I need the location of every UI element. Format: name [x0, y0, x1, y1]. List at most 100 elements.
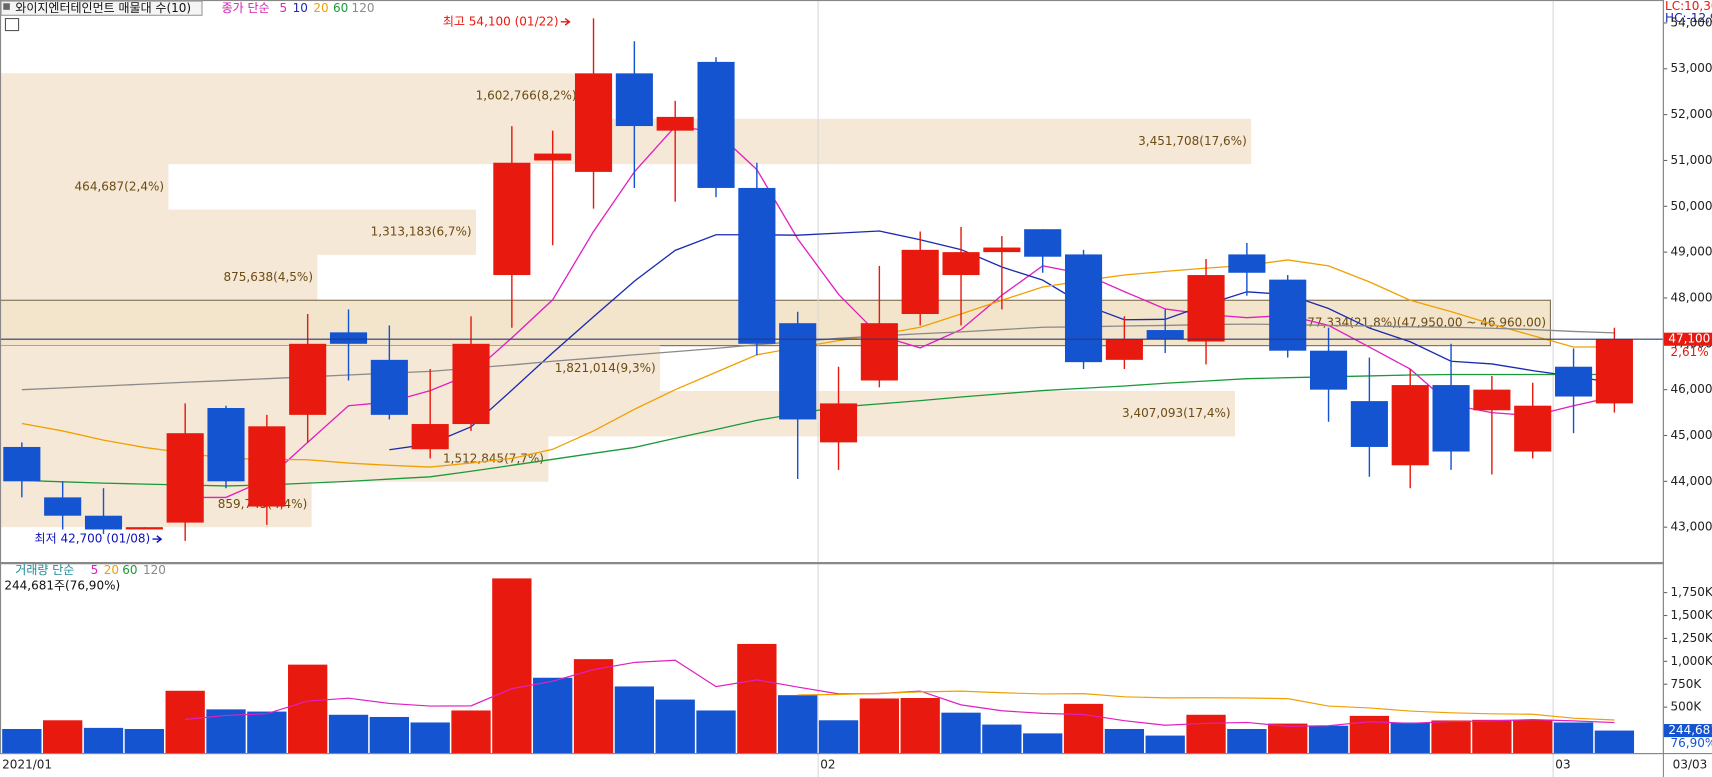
candle-body: [1554, 366, 1593, 397]
volume-profile-label: 1,602,766(8,2%): [476, 89, 577, 103]
volume-bar: [369, 716, 410, 753]
annotation: 최고 54,100 (01/22): [443, 14, 559, 28]
volume-status: 244,681주(76,90%): [4, 579, 120, 593]
ma-legend-entry: 120: [352, 1, 375, 15]
settings-icon[interactable]: [4, 18, 20, 32]
lc-label: LC:10,30: [1665, 0, 1712, 13]
candle-body: [574, 73, 613, 172]
annotation-arrow: [560, 17, 571, 26]
candle-body: [1350, 401, 1388, 447]
candle-body: [1146, 330, 1184, 340]
x-tick-label: 02: [820, 757, 835, 771]
y-tick-label: 52,000: [1671, 107, 1712, 121]
ma-legend-entry: 10: [293, 1, 308, 15]
volume-bar: [1104, 728, 1145, 753]
volume-bar: [1513, 719, 1553, 753]
volume-profile-band: [0, 254, 318, 301]
volume-bar: [247, 711, 287, 753]
candle-body: [1432, 385, 1470, 452]
candle-body: [1309, 350, 1348, 390]
y-tick-label: 500K: [1671, 700, 1703, 714]
volume-bar: [1268, 723, 1308, 753]
y-tick-label: 43,000: [1671, 520, 1712, 534]
y-tick-label: 1,250K: [1671, 631, 1712, 645]
last-volume-pct: 76,90%: [1671, 736, 1712, 750]
volume-profile-label: 3,407,093(17,4%): [1122, 406, 1231, 420]
last-price-label: 47,100: [1668, 332, 1710, 346]
volume-bar: [492, 578, 532, 753]
candle-body: [125, 527, 163, 530]
volume-bar: [533, 677, 573, 753]
candle-body: [44, 497, 82, 516]
candle-body: [1024, 229, 1062, 257]
candle-body: [289, 343, 327, 415]
candle-body: [3, 446, 41, 482]
y-tick-label: 48,000: [1671, 290, 1712, 304]
volume-ma-legend-entry: 60: [122, 563, 137, 577]
volume-bar: [2, 728, 42, 753]
ma-line: [185, 125, 1615, 499]
volume-bar: [1308, 725, 1349, 753]
ma-legend-entry: 5: [280, 1, 288, 15]
candle-body: [329, 332, 368, 344]
volume-ma-legend-entry: 5: [91, 563, 99, 577]
volume-profile-label: 3,451,708(17,6%): [1138, 134, 1247, 148]
candle-body: [493, 162, 531, 276]
title-box: [0, 0, 203, 16]
y-tick-label: 1,750K: [1671, 585, 1712, 599]
volume-profile-band: [0, 118, 1252, 165]
hc-label: HC:-12,9: [1665, 11, 1712, 25]
candle-body: [615, 73, 653, 127]
candle-body: [370, 359, 408, 415]
y-tick-label: 44,000: [1671, 474, 1712, 488]
candle-body: [534, 153, 572, 161]
volume-bar: [165, 690, 205, 753]
candle-body: [656, 116, 694, 131]
volume-profile-band: [0, 73, 581, 119]
volume-bar: [83, 727, 124, 753]
candle-body: [1391, 385, 1429, 466]
candle-body: [738, 187, 776, 344]
candle-body: [983, 247, 1021, 253]
candle-body: [697, 61, 735, 188]
candle-body: [207, 407, 245, 482]
volume-profile-label: 1,313,183(6,7%): [371, 225, 472, 239]
volume-bar: [1145, 735, 1185, 753]
price-legend: 종가 단순: [222, 1, 270, 15]
volume-bar: [328, 714, 369, 753]
y-tick-label: 51,000: [1671, 153, 1712, 167]
y-tick-label: 50,000: [1671, 199, 1712, 213]
ma-line: [21, 373, 1615, 487]
volume-bar: [818, 720, 859, 753]
volume-profile-band: [0, 209, 476, 255]
y-tick-label: 54,000: [1671, 15, 1712, 29]
volume-bar: [1390, 722, 1430, 753]
y-tick-label: 49,000: [1671, 245, 1712, 259]
volume-profile-band: [0, 345, 661, 392]
y-tick-label: 1,500K: [1671, 608, 1712, 622]
candle-body: [84, 515, 123, 530]
volume-profile-label: 464,687(2,4%): [75, 179, 165, 193]
volume-legend: 거래량 단순: [15, 563, 74, 577]
candle-body: [779, 323, 817, 420]
y-tick-label: 45,000: [1671, 428, 1712, 442]
title-icon: [3, 3, 10, 10]
candle-body: [1514, 405, 1552, 452]
candle-body: [452, 343, 490, 425]
volume-bar: [614, 686, 655, 753]
volume-ma-legend-entry: 20: [104, 563, 119, 577]
volume-bar: [1594, 730, 1635, 753]
candle-body: [1228, 254, 1266, 273]
volume-bar: [655, 699, 695, 753]
volume-profile-label: 875,638(4,5%): [224, 270, 314, 284]
candle-body: [819, 403, 858, 443]
volume-bar: [941, 712, 981, 753]
candle-body: [942, 252, 980, 276]
volume-bar: [573, 659, 614, 753]
candle-body: [1595, 339, 1633, 404]
x-tick-label: 2021/01: [2, 757, 52, 771]
y-tick-label: 53,000: [1671, 61, 1712, 75]
y-tick-label: 1,000K: [1671, 654, 1712, 668]
volume-bar: [410, 722, 450, 753]
candle-body: [860, 323, 898, 381]
